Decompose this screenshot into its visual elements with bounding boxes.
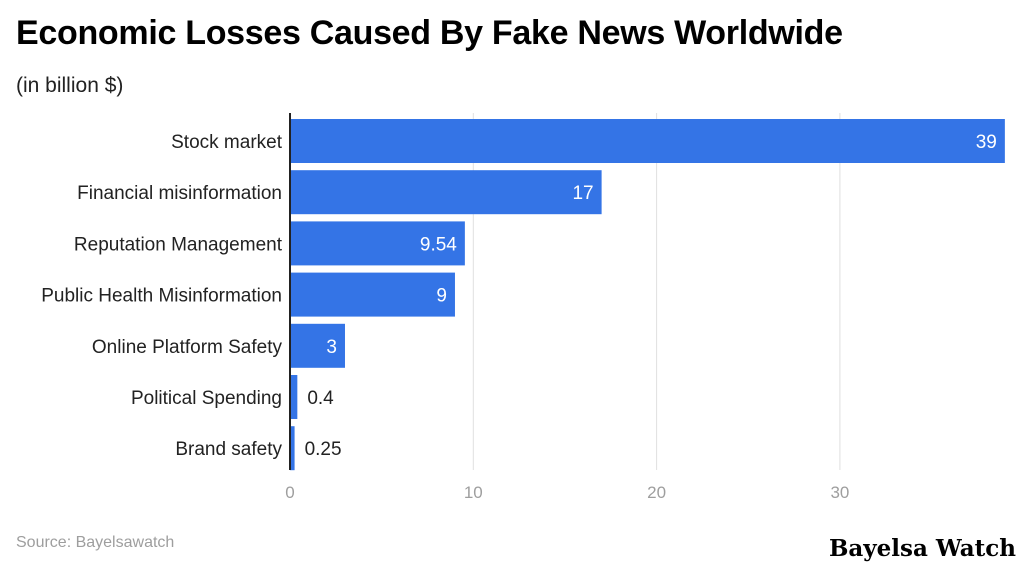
category-label: Political Spending [131, 388, 282, 409]
bar [290, 119, 1005, 163]
value-label: 17 [572, 183, 593, 204]
value-label: 0.25 [305, 439, 342, 460]
bar [290, 426, 295, 471]
bar [290, 323, 345, 368]
category-label: Reputation Management [74, 234, 283, 255]
x-tick-label: 30 [830, 483, 849, 502]
value-label: 39 [976, 132, 997, 153]
value-label: 0.4 [307, 388, 334, 409]
category-label: Stock market [171, 132, 283, 153]
chart-subtitle: (in billion $) [16, 74, 124, 97]
value-label: 3 [326, 337, 337, 358]
chart-title: Economic Losses Caused By Fake News Worl… [16, 14, 843, 52]
bar [290, 221, 465, 266]
gridlines [472, 113, 841, 470]
bars [290, 119, 1005, 471]
x-tick-label: 0 [285, 483, 294, 502]
bar [290, 272, 455, 317]
value-label: 9.54 [420, 234, 457, 255]
category-label: Brand safety [175, 439, 282, 460]
bar [290, 375, 298, 419]
x-tick-label: 20 [647, 483, 666, 502]
category-label: Financial misinformation [77, 183, 282, 204]
source-note: Source: Bayelsawatch [16, 534, 175, 551]
bar [290, 170, 602, 215]
brand-logo: Bayelsa Watch [828, 535, 1016, 562]
category-label: Public Health Misinformation [41, 286, 282, 307]
value-label: 9 [436, 286, 447, 307]
category-label: Online Platform Safety [92, 337, 283, 358]
x-tick-label: 10 [464, 483, 483, 502]
